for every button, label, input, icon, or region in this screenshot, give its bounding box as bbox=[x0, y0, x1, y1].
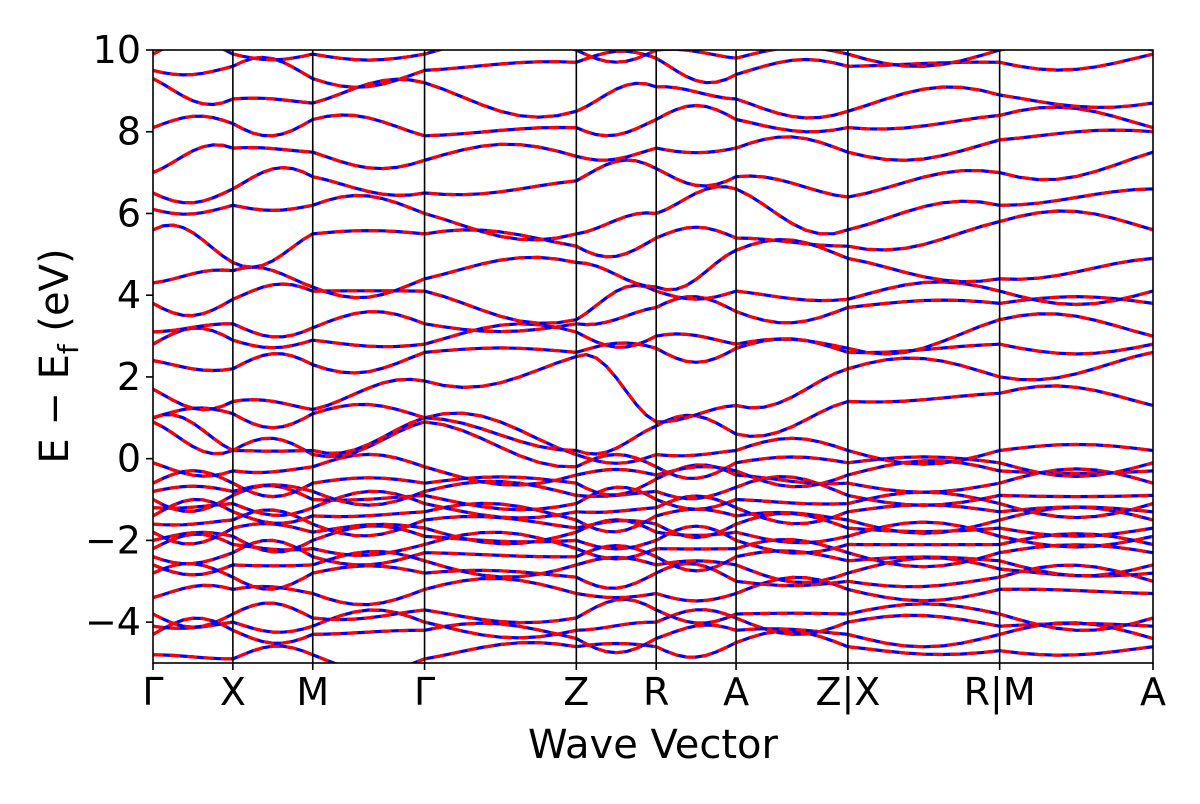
y-tick-label: 10 bbox=[93, 28, 141, 72]
band-line-red-dashed bbox=[153, 530, 1153, 569]
band-line-red-dashed bbox=[153, 538, 1153, 578]
x-tick-label: Γ bbox=[142, 670, 163, 714]
x-tick-label: M bbox=[296, 670, 329, 714]
band-line-red-dashed bbox=[153, 103, 1153, 138]
x-tick-label: X bbox=[220, 670, 246, 714]
y-tick-label: −2 bbox=[85, 518, 141, 562]
band-line-red-dashed bbox=[153, 420, 1153, 480]
band-line-red-dashed bbox=[153, 463, 1153, 499]
x-axis-ticks: Γ X M Γ Z R A Z|X R|M A bbox=[142, 663, 1166, 715]
band-line-red-dashed bbox=[153, 411, 1153, 466]
x-tick-label: Z|X bbox=[815, 670, 880, 715]
band-line-red-dashed bbox=[153, 185, 1153, 242]
band-line-blue bbox=[153, 150, 1153, 205]
y-axis-label: E − Ef (eV) bbox=[32, 248, 85, 463]
band-line-red-dashed bbox=[153, 280, 1153, 325]
band-line-red-dashed bbox=[153, 312, 1153, 356]
band-line-red-dashed bbox=[153, 295, 1153, 339]
y-tick-label: 8 bbox=[117, 110, 141, 154]
y-axis-label-main: E − E bbox=[32, 354, 78, 464]
band-line-red-dashed bbox=[153, 575, 1153, 607]
band-line-red-dashed bbox=[153, 77, 1153, 120]
band-line-red-dashed bbox=[153, 616, 1153, 655]
y-tick-label: 6 bbox=[117, 191, 141, 235]
plot-frame bbox=[152, 49, 1154, 664]
x-tick-label: R|M bbox=[964, 670, 1036, 715]
band-line-red-dashed bbox=[153, 209, 1153, 269]
x-tick-label: A bbox=[1140, 670, 1166, 714]
band-line-red-dashed bbox=[153, 497, 1153, 535]
y-axis-label-subscript: f bbox=[52, 343, 85, 354]
band-line-red-dashed bbox=[153, 128, 1153, 175]
band-line-red-dashed bbox=[153, 150, 1153, 205]
band-line-red-dashed bbox=[153, 508, 1153, 540]
band-line-red-dashed bbox=[153, 384, 1153, 456]
band-line-red-dashed bbox=[153, 350, 1153, 424]
x-tick-label: Z bbox=[563, 670, 589, 714]
y-tick-label: 4 bbox=[117, 273, 141, 317]
band-line-red-dashed bbox=[153, 238, 1153, 300]
band-line-red-dashed bbox=[153, 562, 1153, 591]
band-line-red-dashed bbox=[153, 50, 1153, 68]
band-line-red-dashed bbox=[153, 337, 1153, 375]
y-axis-label-unit: (eV) bbox=[32, 248, 78, 344]
bands-layer bbox=[153, 50, 1153, 663]
band-line-red-dashed bbox=[153, 597, 1153, 632]
band-line-blue bbox=[153, 77, 1153, 120]
y-axis-ticks: 10 8 6 4 2 0 −2 −4 bbox=[85, 28, 153, 644]
x-tick-label: Γ bbox=[414, 670, 435, 714]
band-line-blue bbox=[153, 350, 1153, 424]
kpoint-lines bbox=[232, 50, 1001, 663]
y-tick-label: 0 bbox=[117, 437, 141, 481]
band-line-red-dashed bbox=[153, 452, 1153, 489]
x-tick-label: R bbox=[643, 670, 669, 714]
x-axis-label: Wave Vector bbox=[528, 722, 779, 768]
band-line-red-dashed bbox=[153, 629, 1153, 663]
y-tick-label: −4 bbox=[85, 600, 141, 644]
band-line-blue bbox=[153, 575, 1153, 607]
band-line-red-dashed bbox=[153, 475, 1153, 507]
x-tick-label: A bbox=[723, 670, 749, 714]
y-tick-label: 2 bbox=[117, 355, 141, 399]
band-line-red-dashed bbox=[153, 608, 1153, 640]
band-line-red-dashed bbox=[153, 524, 1153, 555]
